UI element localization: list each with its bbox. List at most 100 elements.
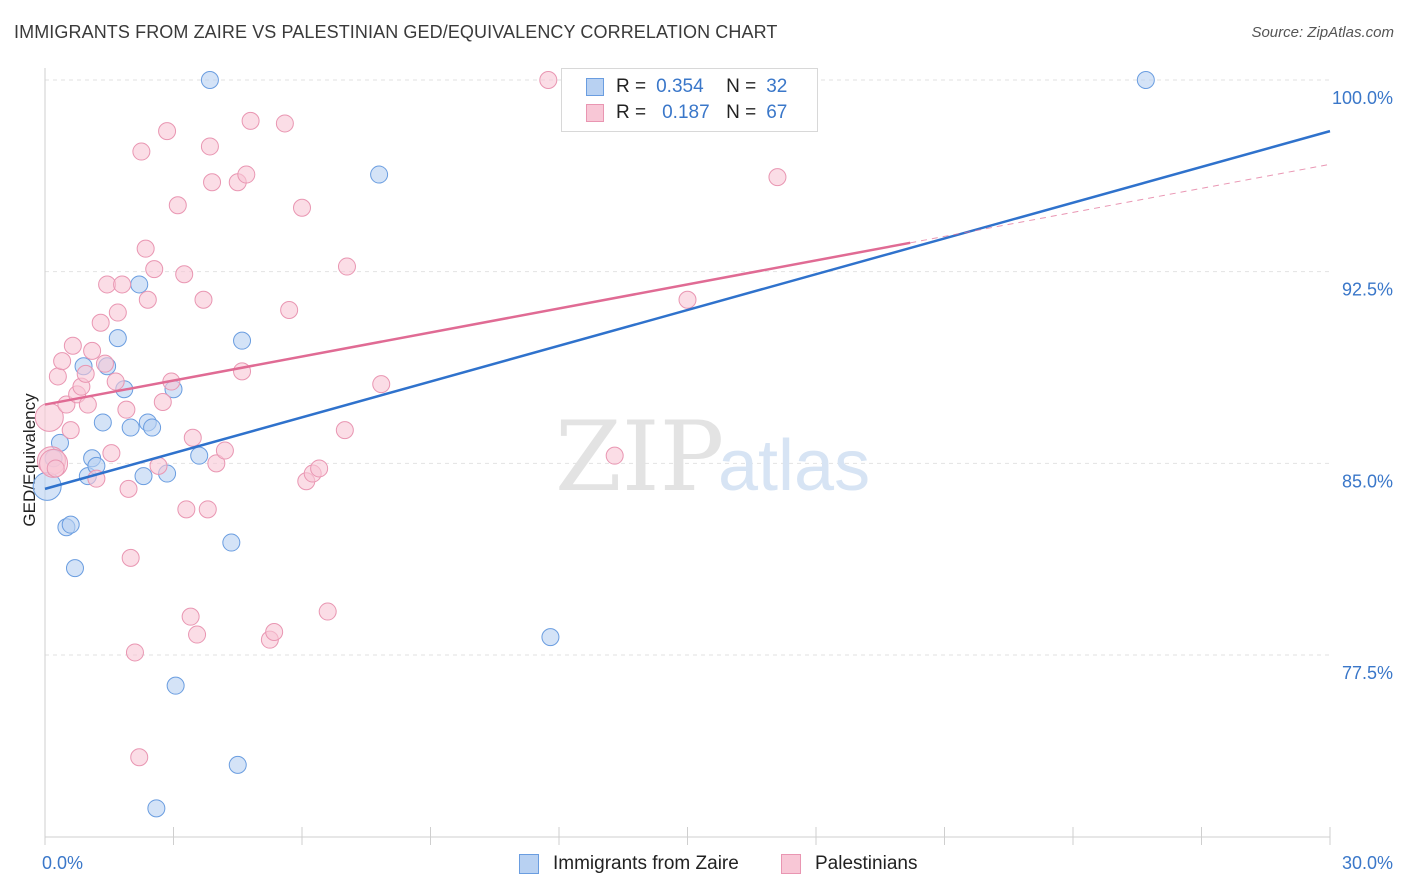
palestinian-point <box>102 444 121 463</box>
palestinian-point <box>237 165 256 184</box>
zaire-point <box>130 275 149 294</box>
bottom-legend-label-palestinians: Palestinians <box>815 853 918 874</box>
zaire-point <box>228 755 247 774</box>
palestinian-point <box>63 336 82 355</box>
palestinian-point <box>168 196 187 215</box>
zaire-point <box>222 533 241 552</box>
palestinian-point <box>215 441 234 460</box>
legend-row-zaire: R = 0.354 N = 32 <box>586 75 787 99</box>
palestinian-point <box>194 290 213 309</box>
legend-r-label: R = <box>616 102 647 123</box>
palestinian-point <box>605 446 624 465</box>
palestinian-point <box>183 428 202 447</box>
y-tick-label: 92.5% <box>1342 280 1393 300</box>
correlation-legend: R = 0.354 N = 32 R = 0.187 N = 67 <box>561 68 818 132</box>
legend-r-value: 0.187 <box>662 102 710 123</box>
palestinian-point <box>113 275 132 294</box>
palestinian-point <box>132 142 151 161</box>
palestinian-point <box>177 500 196 519</box>
bottom-legend-palestinians: Palestinians <box>781 851 917 877</box>
palestinian-point <box>136 239 155 258</box>
zaire-point <box>121 418 140 437</box>
bottom-legend-swatch-palestinians <box>781 854 801 874</box>
palestinian-point <box>200 137 219 156</box>
zaire-point <box>200 71 219 89</box>
palestinian-point <box>153 393 172 411</box>
bottom-legend-label-zaire: Immigrants from Zaire <box>553 853 739 874</box>
palestinian-point <box>138 290 157 309</box>
palestinian-point <box>53 352 72 371</box>
chart-source: Source: ZipAtlas.com <box>1251 24 1394 41</box>
palestinian-point <box>293 198 311 217</box>
palestinian-point <box>158 122 177 141</box>
palestinian-point <box>188 625 207 644</box>
zaire-trend-line <box>44 129 1331 491</box>
palestinian-point <box>83 341 102 360</box>
palestinian-point <box>198 500 217 519</box>
palestinian-point <box>181 607 200 626</box>
palestinian-point <box>275 114 294 133</box>
palestinian-point <box>678 290 697 309</box>
y-tick-label: 100.0% <box>1332 88 1393 108</box>
palestinian-point <box>318 602 337 621</box>
palestinian-point <box>117 400 136 419</box>
zaire-point <box>65 559 84 578</box>
bottom-legend-swatch-zaire <box>519 854 539 874</box>
palestinian-point <box>207 454 226 473</box>
palestinian-trend-line-extension <box>910 163 1331 244</box>
y-tick-label: 77.5% <box>1342 663 1393 683</box>
x-tick-label: 30.0% <box>1342 853 1393 873</box>
palestinian-point <box>280 301 299 319</box>
y-tick-label: 85.0% <box>1342 471 1393 491</box>
legend-n-label: N = <box>726 102 757 123</box>
palestinian-point <box>372 375 391 394</box>
legend-r-value: 0.354 <box>656 76 704 97</box>
palestinian-point <box>768 168 787 187</box>
palestinian-point <box>61 421 80 440</box>
palestinian-point <box>175 265 194 284</box>
palestinian-point <box>95 354 114 373</box>
palestinian-point <box>125 643 144 662</box>
watermark-atlas: atlas <box>718 426 870 506</box>
legend-n-value: 32 <box>766 76 788 97</box>
zaire-point <box>134 467 153 486</box>
palestinian-point <box>265 623 284 641</box>
palestinian-point <box>203 173 222 192</box>
palestinian-point <box>539 71 558 89</box>
palestinian-point <box>76 364 95 383</box>
zaire-point <box>147 799 166 818</box>
chart-title: IMMIGRANTS FROM ZAIRE VS PALESTINIAN GED… <box>14 22 778 42</box>
legend-n-label: N = <box>726 76 757 97</box>
zaire-point <box>61 515 80 534</box>
zaire-point <box>93 413 112 432</box>
palestinian-point <box>130 748 149 767</box>
palestinian-point <box>119 479 138 498</box>
palestinian-point <box>48 367 67 386</box>
zaire-point <box>143 418 162 437</box>
zaire-point <box>108 329 127 348</box>
palestinian-point <box>91 313 110 332</box>
zaire-point <box>541 628 560 647</box>
legend-swatch-zaire <box>586 78 604 96</box>
palestinian-point <box>121 548 140 567</box>
palestinian-point <box>337 257 356 276</box>
palestinian-point <box>241 111 260 130</box>
palestinian-point <box>108 303 127 322</box>
zaire-point <box>166 676 185 695</box>
legend-n-value: 67 <box>766 102 788 123</box>
palestinian-point <box>98 275 117 294</box>
y-axis-label: GED/Equivalency <box>20 393 39 527</box>
palestinian-point <box>310 459 329 478</box>
watermark-zip: ZIP <box>555 401 724 513</box>
palestinian-point <box>106 372 125 391</box>
zaire-point <box>233 331 252 350</box>
zaire-point <box>1136 71 1155 89</box>
legend-row-palestinians: R = 0.187 N = 67 <box>586 101 787 125</box>
bottom-legend-zaire: Immigrants from Zaire <box>519 851 739 877</box>
x-tick-label: 0.0% <box>42 853 83 873</box>
zaire-point <box>190 446 209 465</box>
zaire-point <box>370 165 389 184</box>
palestinian-trend-line <box>44 241 911 406</box>
legend-swatch-palestinians <box>586 104 604 122</box>
